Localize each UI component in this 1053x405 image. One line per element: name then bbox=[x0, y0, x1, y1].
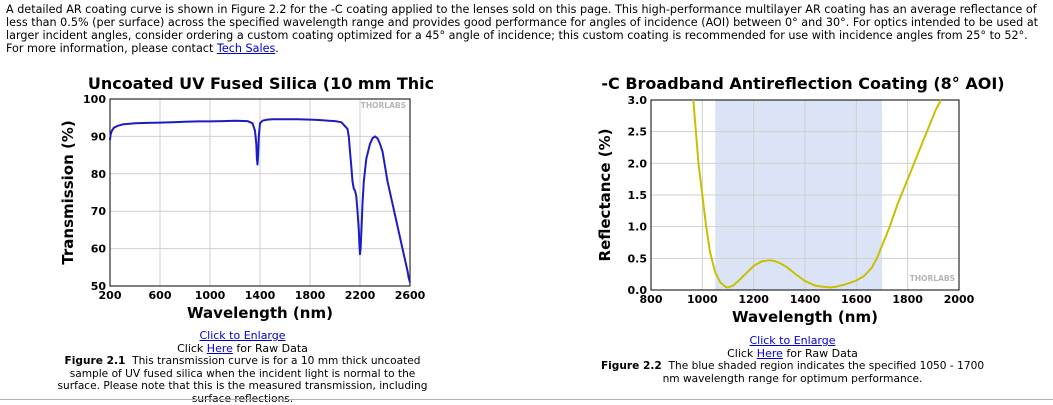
x-tick-label: 200 bbox=[99, 289, 122, 302]
figure1-raw-data-link[interactable]: Here bbox=[206, 342, 233, 355]
y-tick-label: 1.0 bbox=[628, 221, 648, 234]
y-axis-label: Transmission (%) bbox=[59, 120, 77, 264]
thorlabs-watermark: THORLABS bbox=[910, 274, 955, 283]
figure2-block: Click to Enlarge Click Here for Raw Data… bbox=[595, 334, 990, 385]
figure1-caption-text: This transmission curve is for a 10 mm t… bbox=[57, 355, 428, 405]
figure1-raw-prefix: Click bbox=[177, 342, 207, 355]
figure2-caption: Figure 2.2 The blue shaded region indica… bbox=[595, 360, 990, 385]
y-tick-label: 1.5 bbox=[628, 189, 648, 202]
y-tick-label: 3.0 bbox=[628, 94, 648, 107]
figure2-raw-suffix: for Raw Data bbox=[782, 347, 858, 360]
x-tick-label: 800 bbox=[640, 293, 663, 306]
y-tick-label: 90 bbox=[91, 130, 107, 143]
x-tick-label: 1200 bbox=[738, 293, 769, 306]
reflectance-chart[interactable]: 800 1000 1200 1400 1600 1800 2000 0.0 0.5 1.0 1.5 2… bbox=[588, 68, 1008, 330]
x-tick-label: 1600 bbox=[841, 293, 872, 306]
divider-line bbox=[0, 399, 1053, 400]
y-tick-label: 70 bbox=[91, 205, 107, 218]
intro-paragraph: A detailed AR coating curve is shown in … bbox=[6, 3, 1046, 55]
x-tick-label: 1000 bbox=[195, 289, 226, 302]
figure2-enlarge-link[interactable]: Click to Enlarge bbox=[749, 334, 836, 347]
plot-frame bbox=[650, 99, 960, 291]
y-tick-label: 50 bbox=[91, 280, 107, 293]
x-tick-label: 2600 bbox=[395, 289, 426, 302]
data-series-line bbox=[692, 99, 942, 289]
y-tick-label: 2.5 bbox=[628, 126, 648, 139]
x-tick-label: 1400 bbox=[790, 293, 821, 306]
figure2-caption-text: The blue shaded region indicates the spe… bbox=[662, 360, 985, 385]
data-series-line bbox=[109, 118, 411, 283]
figure2-caption-label: Figure 2.2 bbox=[600, 360, 662, 372]
figure1-raw-suffix: for Raw Data bbox=[232, 342, 308, 355]
x-axis-label: Wavelength (nm) bbox=[187, 304, 333, 322]
x-tick-label: 1800 bbox=[295, 289, 326, 302]
transmission-chart[interactable]: 200 600 1000 1400 1800 2200 2600 50 60 70 80 90 100 T… bbox=[55, 68, 435, 330]
x-axis-label: Wavelength (nm) bbox=[732, 308, 878, 326]
y-tick-label: 80 bbox=[91, 168, 107, 181]
chart-title: Uncoated UV Fused Silica (10 mm Thick) bbox=[88, 74, 435, 93]
x-tick-label: 1400 bbox=[245, 289, 276, 302]
x-tick-label: 2200 bbox=[345, 289, 376, 302]
x-tick-label: 600 bbox=[149, 289, 172, 302]
y-tick-label: 0.5 bbox=[628, 252, 648, 265]
figure1-block: Click to Enlarge Click Here for Raw Data… bbox=[50, 329, 435, 405]
y-tick-label: 60 bbox=[91, 243, 107, 256]
x-tick-label: 1800 bbox=[892, 293, 923, 306]
figure2-raw-data-link[interactable]: Here bbox=[756, 347, 783, 360]
x-tick-label: 1000 bbox=[687, 293, 718, 306]
plot-frame bbox=[109, 98, 411, 287]
figure1-caption: Figure 2.1 This transmission curve is fo… bbox=[50, 355, 435, 405]
figure2-raw-prefix: Click bbox=[727, 347, 757, 360]
y-tick-label: 100 bbox=[83, 93, 106, 106]
tech-sales-link[interactable]: Tech Sales bbox=[216, 42, 276, 55]
figure1-caption-label: Figure 2.1 bbox=[64, 355, 126, 367]
thorlabs-watermark: THORLABS bbox=[361, 101, 406, 110]
chart-title: -C Broadband Antireflection Coating (8° … bbox=[601, 74, 1004, 93]
intro-text: A detailed AR coating curve is shown in … bbox=[6, 3, 1039, 55]
figure1-enlarge-link[interactable]: Click to Enlarge bbox=[199, 329, 286, 342]
intro-text-end: . bbox=[275, 42, 279, 55]
y-tick-label: 0.0 bbox=[628, 284, 648, 297]
y-tick-label: 2.0 bbox=[628, 157, 648, 170]
x-tick-label: 2000 bbox=[944, 293, 975, 306]
y-axis-label: Reflectance (%) bbox=[596, 129, 614, 262]
